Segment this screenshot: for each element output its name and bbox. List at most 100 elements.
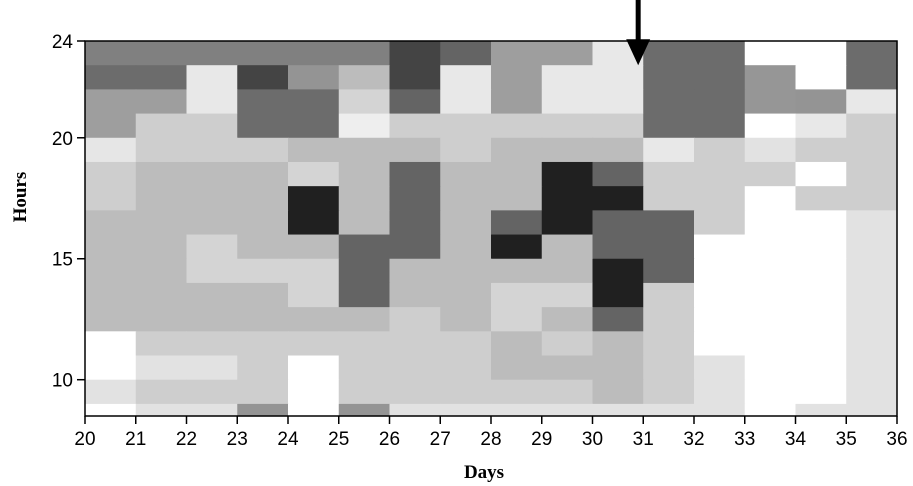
- heatmap-cell: [85, 282, 137, 308]
- heatmap-cell: [135, 258, 188, 284]
- heatmap-cell: [186, 186, 238, 211]
- heatmap-cell: [85, 161, 137, 187]
- heatmap-cell: [288, 307, 340, 332]
- heatmap-cell: [795, 161, 847, 187]
- x-tick-label: 28: [480, 429, 501, 450]
- heatmap-cell: [744, 41, 797, 66]
- heatmap-cell: [541, 355, 594, 381]
- heatmap-cell: [338, 403, 391, 417]
- y-axis-title: Hours: [10, 172, 31, 223]
- heatmap-cell: [237, 234, 289, 260]
- heatmap-cell: [744, 379, 797, 405]
- heatmap-cell: [389, 403, 441, 417]
- heatmap-cell: [744, 210, 797, 236]
- heatmap-cell: [288, 282, 340, 308]
- heatmap-cell: [491, 282, 543, 308]
- heatmap-cell: [694, 65, 746, 90]
- heatmap-cell: [643, 234, 695, 260]
- heatmap-cell: [846, 186, 898, 211]
- heatmap-cell: [85, 210, 137, 236]
- heatmap-cell: [694, 331, 746, 357]
- heatmap-cell: [846, 331, 898, 357]
- heatmap-cell: [440, 403, 492, 417]
- heatmap-cell: [186, 137, 238, 163]
- heatmap-cell: [541, 403, 594, 417]
- heatmap-cell: [389, 355, 441, 381]
- heatmap-cell: [440, 379, 492, 405]
- heatmap-cell: [237, 307, 289, 332]
- heatmap-cell: [186, 161, 238, 187]
- heatmap-cell: [85, 331, 137, 357]
- heatmap-cell: [288, 331, 340, 357]
- heatmap-cell: [744, 113, 797, 139]
- heatmap-cell: [85, 379, 137, 405]
- heatmap-cell: [795, 282, 847, 308]
- x-tick-label: 30: [582, 429, 603, 450]
- heatmap-cell: [186, 258, 238, 284]
- heatmap-cell: [288, 403, 340, 417]
- heatmap-cell: [795, 113, 847, 139]
- heatmap-cell: [491, 137, 543, 163]
- heatmap-cell: [795, 89, 847, 115]
- heatmap-cell: [288, 89, 340, 115]
- heatmap-cell: [85, 355, 137, 381]
- heatmap-cell: [440, 186, 492, 211]
- x-axis: 20 21 22 23 24 25 26 27 28 29 30 31 32 33 34 35 36: [74, 416, 908, 450]
- heatmap-cell: [795, 258, 847, 284]
- x-tick-label: 31: [633, 429, 654, 450]
- heatmap-cell: [440, 137, 492, 163]
- heatmap-cell: [592, 403, 644, 417]
- heatmap-cell: [694, 186, 746, 211]
- heatmap-cell: [85, 137, 137, 163]
- heatmap-cell: [440, 113, 492, 139]
- heatmap-cell: [338, 307, 391, 332]
- heatmap-cell: [491, 186, 543, 211]
- heatmap-cell: [186, 307, 238, 332]
- heatmap-cell: [694, 307, 746, 332]
- heatmap-cell: [491, 379, 543, 405]
- heatmap-cell: [541, 234, 594, 260]
- heatmap-cell: [338, 234, 391, 260]
- heatmap-cell: [237, 41, 289, 66]
- heatmap-cell: [186, 403, 238, 417]
- heatmap-cell: [643, 113, 695, 139]
- heatmap-cell: [389, 258, 441, 284]
- heatmap-cell: [338, 161, 391, 187]
- heatmap-cell: [541, 282, 594, 308]
- heatmap-cell: [135, 161, 188, 187]
- heatmap-cell: [643, 89, 695, 115]
- heatmap-cell: [237, 331, 289, 357]
- heatmap-cell: [135, 234, 188, 260]
- heatmap-cell: [744, 137, 797, 163]
- heatmap-cell: [85, 89, 137, 115]
- heatmap-cell: [288, 210, 340, 236]
- heatmap-cell: [643, 282, 695, 308]
- heatmap-cell: [592, 282, 644, 308]
- heatmap-cell: [541, 41, 594, 66]
- heatmap-cell: [135, 89, 188, 115]
- heatmap-cell: [237, 258, 289, 284]
- heatmap-cell: [85, 65, 137, 90]
- heatmap-cell: [592, 137, 644, 163]
- heatmap-cell: [135, 282, 188, 308]
- heatmap-cell: [744, 307, 797, 332]
- heatmap-cell: [694, 355, 746, 381]
- heatmap-cell: [846, 355, 898, 381]
- heatmap-cell: [338, 113, 391, 139]
- heatmap-cell: [440, 210, 492, 236]
- heatmap-cell: [389, 113, 441, 139]
- heatmap-cell: [237, 113, 289, 139]
- heatmap-cell: [440, 258, 492, 284]
- heatmap-cell: [643, 307, 695, 332]
- heatmap-cell: [795, 331, 847, 357]
- heatmap-cell: [389, 210, 441, 236]
- heatmap-cell: [744, 258, 797, 284]
- heatmap-cell: [795, 403, 847, 417]
- heatmap-cell: [237, 89, 289, 115]
- heatmap-cell: [288, 355, 340, 381]
- heatmap-cell: [237, 403, 289, 417]
- heatmap-cell: [389, 234, 441, 260]
- x-tick-label: 23: [227, 429, 248, 450]
- heatmap-cell: [135, 307, 188, 332]
- heatmap-cell: [846, 282, 898, 308]
